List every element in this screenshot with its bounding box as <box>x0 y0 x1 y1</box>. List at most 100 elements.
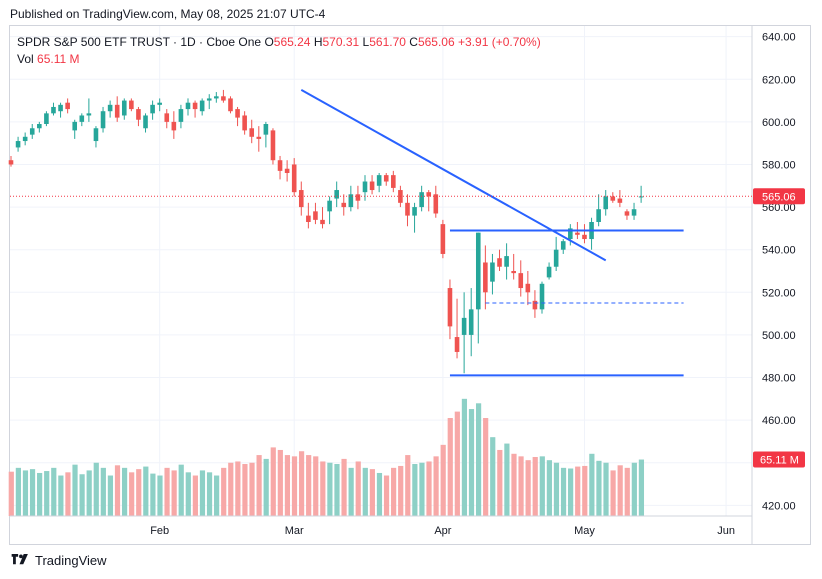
candle-body <box>221 96 226 101</box>
time-tick-label: Apr <box>434 525 451 537</box>
candle-body <box>461 317 467 335</box>
volume-bar <box>497 449 503 516</box>
candle-body <box>157 102 162 105</box>
candle-body <box>185 102 191 110</box>
tradingview-logo-icon[interactable] <box>10 554 30 567</box>
volume-bar <box>369 469 375 516</box>
candle-body <box>298 190 304 208</box>
candle-body <box>320 219 325 225</box>
price-tick-label: 560.00 <box>762 202 796 214</box>
candle-body <box>362 181 368 193</box>
volume-bar <box>468 409 475 516</box>
volume-bar <box>37 472 43 516</box>
candle-body <box>242 115 247 131</box>
volume-bar <box>334 464 340 516</box>
candle-body <box>624 211 630 216</box>
candle-body <box>596 209 601 222</box>
volume-bar <box>461 398 468 516</box>
candle-body <box>525 283 531 293</box>
volume-bar <box>603 462 609 516</box>
candles <box>8 89 644 374</box>
volume-bar <box>546 460 552 516</box>
volume-bar <box>327 462 333 516</box>
volume-bar <box>242 464 248 516</box>
candle-body <box>638 196 644 198</box>
volume-bar <box>86 470 92 516</box>
last-price-tag: 565.06 <box>753 188 805 205</box>
volume-bar <box>596 460 602 516</box>
legend-line-1: SPDR S&P 500 ETF TRUST · 1D · Cboe One O… <box>17 34 541 51</box>
grid <box>10 26 752 516</box>
candle-body <box>150 104 155 114</box>
candle-body <box>192 102 198 110</box>
volume-bar <box>143 466 149 516</box>
candle-body <box>114 104 120 118</box>
volume-bar <box>560 467 567 516</box>
footer-brand[interactable]: TradingView <box>35 553 107 568</box>
candle-body <box>121 100 127 116</box>
candle-body <box>497 258 502 267</box>
time-axis[interactable]: Feb Mar Apr May Jun <box>10 515 752 537</box>
candle-body <box>277 160 283 171</box>
chart-frame[interactable] <box>9 25 811 545</box>
volume-bar <box>298 451 305 516</box>
candle-body <box>405 202 410 216</box>
time-tick-label: Jun <box>717 525 735 537</box>
candle-body <box>79 115 85 122</box>
candle-body <box>631 209 637 216</box>
candle-body <box>348 194 354 208</box>
volume-bar <box>58 475 64 516</box>
price-tick-label: 600.00 <box>762 117 796 129</box>
candle-body <box>610 196 616 201</box>
candle-body <box>391 175 396 188</box>
volume-bar <box>228 462 234 516</box>
candle-body <box>383 175 389 182</box>
candle-body <box>376 175 382 186</box>
volume-bar <box>631 462 637 516</box>
volume-bar <box>29 469 36 516</box>
volume-bar <box>150 473 156 516</box>
low-label: L <box>362 35 370 49</box>
candle-body <box>214 96 219 99</box>
price-tick-label: 460.00 <box>762 415 796 427</box>
volume-bar <box>426 461 432 516</box>
volume-bar <box>589 453 595 516</box>
volume-bar <box>525 460 531 516</box>
volume-bar <box>284 455 291 516</box>
candle-body <box>22 136 28 142</box>
candle-body <box>603 196 609 210</box>
price-tick-label: 540.00 <box>762 245 796 257</box>
legend: SPDR S&P 500 ETF TRUST · 1D · Cboe One O… <box>17 34 541 68</box>
candle-body <box>143 115 148 129</box>
volume-bar <box>206 472 213 516</box>
last-volume-tag: 65.11 M <box>753 451 805 468</box>
change-value: +3.91 (+0.70%) <box>458 35 541 49</box>
candle-body <box>171 121 177 131</box>
symbol-name[interactable]: SPDR S&P 500 ETF TRUST · 1D · Cboe One <box>17 35 262 49</box>
candle-body <box>136 109 141 120</box>
candle-body <box>72 121 78 131</box>
candle-body <box>504 256 509 267</box>
last-price-tag-text: 565.06 <box>762 191 796 203</box>
volume-bar <box>440 444 446 516</box>
volume-bar <box>511 453 517 516</box>
volume-bar <box>93 462 99 516</box>
candle-body <box>483 262 488 293</box>
volume-bar <box>383 475 390 516</box>
candle-body <box>306 215 311 222</box>
volume-bar <box>15 467 21 516</box>
volume-bar <box>539 456 545 516</box>
candle-body <box>447 288 453 327</box>
close-value: 565.06 <box>417 35 455 49</box>
volume-bar <box>256 455 262 516</box>
candle-body <box>433 194 439 214</box>
volume-bar <box>235 461 241 516</box>
candle-body <box>93 128 99 142</box>
drawings[interactable] <box>300 89 684 377</box>
candle-body <box>490 262 495 282</box>
candle-body <box>256 136 262 139</box>
candle-body <box>249 128 255 137</box>
volume-bar <box>121 467 128 516</box>
volume-bar <box>341 458 347 516</box>
